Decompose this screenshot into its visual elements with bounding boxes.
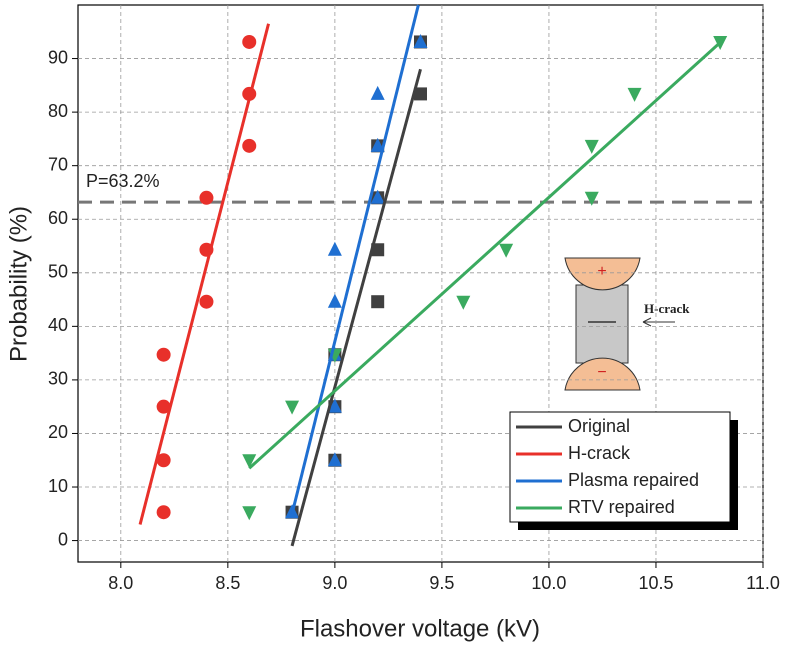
y-tick-label: 80	[48, 101, 68, 121]
point	[327, 452, 342, 467]
fit-line	[290, 68, 422, 547]
x-tick-label: 8.0	[108, 573, 133, 593]
point	[584, 139, 599, 154]
point	[242, 454, 257, 469]
y-tick-label: 0	[58, 529, 68, 549]
y-tick-label: 30	[48, 369, 68, 389]
point	[156, 347, 171, 362]
legend-label: H-crack	[568, 443, 631, 463]
point	[242, 138, 257, 153]
inset-electrode	[564, 357, 641, 391]
fit-line	[248, 41, 722, 470]
x-tick-label: 8.5	[215, 573, 240, 593]
point	[327, 241, 342, 256]
point	[370, 85, 385, 100]
legend-label: RTV repaired	[568, 497, 675, 517]
point	[199, 294, 214, 309]
legend-label: Original	[568, 416, 630, 436]
inset-arrow-head	[642, 317, 652, 327]
point	[370, 189, 385, 204]
legend-label: Plasma repaired	[568, 470, 699, 490]
y-tick-label: 10	[48, 476, 68, 496]
point	[584, 191, 599, 206]
x-axis-label: Flashover voltage (kV)	[300, 615, 540, 642]
point	[156, 505, 171, 520]
point	[199, 190, 214, 205]
point	[327, 293, 342, 308]
x-tick-label: 10.5	[638, 573, 673, 593]
point	[242, 506, 257, 521]
point	[413, 33, 428, 48]
x-tick-label: 9.5	[429, 573, 454, 593]
point	[156, 399, 171, 414]
y-tick-label: 40	[48, 315, 68, 335]
point	[371, 295, 385, 309]
y-tick-label: 90	[48, 47, 68, 67]
point	[499, 243, 514, 258]
y-tick-label: 70	[48, 154, 68, 174]
point	[371, 243, 385, 257]
x-tick-label: 9.0	[322, 573, 347, 593]
reference-label: P=63.2%	[86, 171, 160, 191]
inset-electrode	[564, 257, 641, 291]
point	[242, 34, 257, 49]
fit-line	[138, 23, 270, 525]
inset: H-crack + −	[564, 257, 690, 391]
plot-frame	[77, 4, 764, 563]
point	[156, 453, 171, 468]
inset-minus: −	[597, 364, 606, 381]
fit-line	[290, 4, 420, 515]
y-axis-label: Probability (%)	[5, 206, 32, 362]
point	[414, 87, 427, 101]
point	[627, 87, 642, 102]
inset-plus: +	[597, 263, 606, 280]
x-tick-label: 11.0	[746, 573, 780, 593]
y-tick-label: 60	[48, 208, 68, 228]
point	[327, 398, 342, 413]
x-tick-label: 10.0	[531, 573, 566, 593]
y-tick-label: 50	[48, 262, 68, 282]
inset-label: H-crack	[644, 301, 690, 316]
y-tick-label: 20	[48, 422, 68, 442]
point	[285, 400, 300, 415]
point	[370, 137, 385, 152]
legend-box	[509, 411, 731, 523]
inset-body	[575, 284, 629, 364]
point	[456, 295, 471, 310]
